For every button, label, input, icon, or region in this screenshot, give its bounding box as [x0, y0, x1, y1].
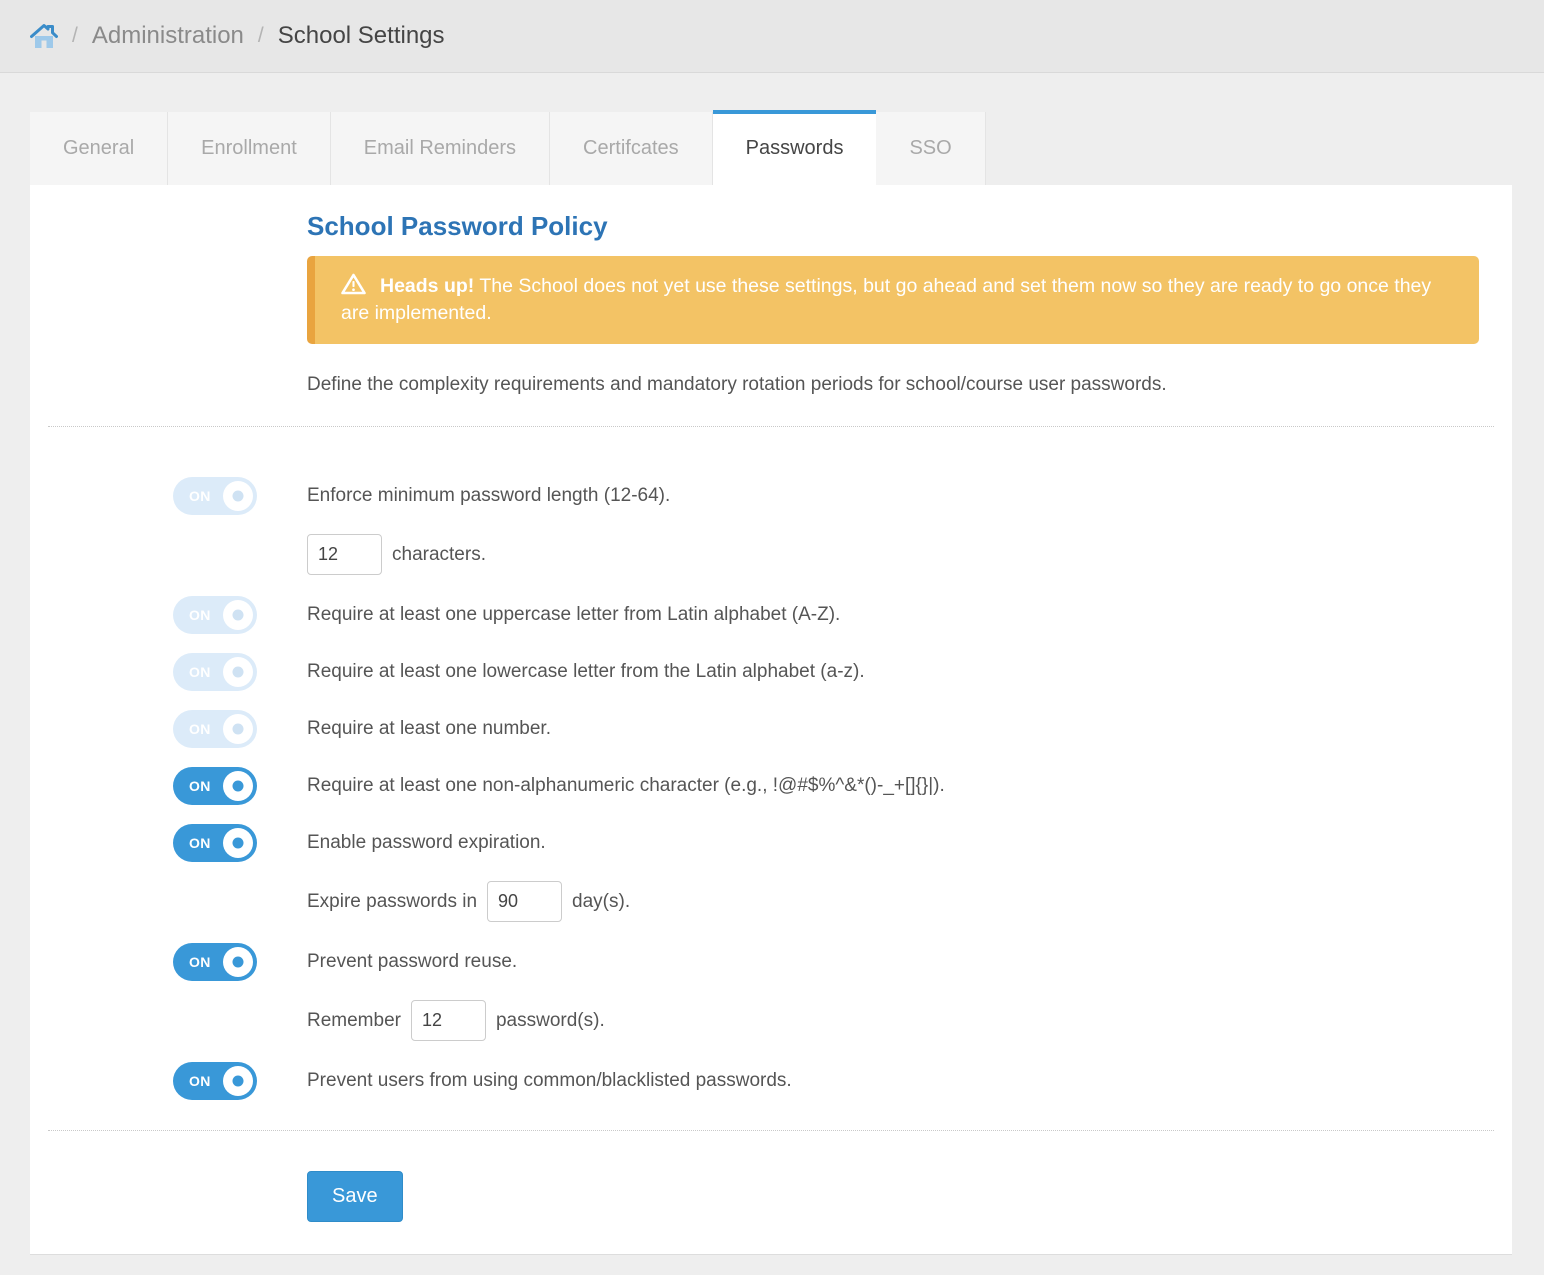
- min-length-input[interactable]: [307, 534, 382, 575]
- policy-subrow-expiration: Expire passwords in day(s).: [307, 881, 1494, 922]
- breadcrumb-administration[interactable]: Administration: [91, 22, 244, 49]
- toggle-special-char[interactable]: ON: [173, 767, 257, 805]
- toggle-number[interactable]: ON: [173, 710, 257, 748]
- toggle-on-label: ON: [189, 721, 211, 737]
- page-title: School Password Policy: [307, 211, 608, 241]
- breadcrumb-separator: /: [72, 24, 78, 47]
- toggle-knob: [223, 828, 253, 858]
- toggle-on-label: ON: [189, 954, 211, 970]
- toggle-on-label: ON: [189, 488, 211, 504]
- policy-row-uppercase: ON Require at least one uppercase letter …: [173, 596, 1494, 634]
- policy-label-number: Require at least one number.: [307, 718, 551, 739]
- toggle-on-label: ON: [189, 607, 211, 623]
- policy-row-number: ON Require at least one number.: [173, 710, 1494, 748]
- policy-row-min-length: ON Enforce minimum password length (12-64…: [173, 477, 1494, 515]
- subrow-suffix: password(s).: [495, 1009, 605, 1031]
- policy-label-expiration: Enable password expiration.: [307, 832, 546, 853]
- home-icon[interactable]: [30, 23, 58, 50]
- toggle-lowercase[interactable]: ON: [173, 653, 257, 691]
- toggle-reuse[interactable]: ON: [173, 943, 257, 981]
- toggle-uppercase[interactable]: ON: [173, 596, 257, 634]
- toggle-knob: [223, 1066, 253, 1096]
- policy-label-special-char: Require at least one non-alphanumeric ch…: [307, 775, 945, 796]
- toggle-on-label: ON: [189, 835, 211, 851]
- toggle-on-label: ON: [189, 1073, 211, 1089]
- content-wrap: General Enrollment Email Reminders Certifca…: [30, 110, 1512, 1255]
- policy-label-reuse: Prevent password reuse.: [307, 951, 518, 972]
- policy-label-min-length: Enforce minimum password length (12-64).: [307, 485, 671, 506]
- tab-passwords[interactable]: Passwords: [712, 110, 877, 185]
- settings-panel: School Password Policy Heads up! The Sch…: [30, 185, 1512, 1255]
- toggle-knob-dot: [232, 1075, 244, 1087]
- save-button[interactable]: Save: [307, 1171, 403, 1222]
- policy-row-reuse: ON Prevent password reuse.: [173, 943, 1494, 981]
- divider-top: [48, 426, 1494, 427]
- toggle-on-label: ON: [189, 778, 211, 794]
- tab-email-reminders[interactable]: Email Reminders: [330, 112, 551, 185]
- toggle-knob-dot: [232, 837, 244, 849]
- toggle-knob-dot: [232, 956, 244, 968]
- policy-subrow-min-length: characters.: [307, 534, 1494, 575]
- alert-title: Heads up!: [380, 275, 475, 297]
- breadcrumb-current-page: School Settings: [277, 22, 445, 49]
- toggle-knob-dot: [232, 609, 244, 621]
- toggle-expiration[interactable]: ON: [173, 824, 257, 862]
- policy-row-lowercase: ON Require at least one lowercase letter …: [173, 653, 1494, 691]
- warning-icon: [341, 273, 366, 300]
- toggle-knob: [223, 600, 253, 630]
- toggle-knob: [223, 657, 253, 687]
- divider-bottom: [48, 1130, 1494, 1131]
- subrow-suffix: characters.: [392, 543, 486, 565]
- expiration-input[interactable]: [487, 881, 563, 922]
- toggle-knob-dot: [232, 780, 244, 792]
- toggle-knob: [223, 771, 253, 801]
- subrow-prefix: Remember: [307, 1009, 401, 1031]
- breadcrumb-separator: /: [257, 24, 264, 47]
- tab-strip: General Enrollment Email Reminders Certifca…: [30, 110, 1512, 185]
- toggle-on-label: ON: [189, 664, 211, 680]
- toggle-knob-dot: [232, 490, 244, 502]
- subrow-prefix: Expire passwords in: [307, 890, 478, 912]
- toggle-blacklist[interactable]: ON: [173, 1062, 257, 1100]
- policy-row-special-char: ON Require at least one non-alphanumeric …: [173, 767, 1494, 805]
- subrow-suffix: day(s).: [572, 890, 631, 912]
- tab-enrollment[interactable]: Enrollment: [168, 112, 331, 185]
- policy-label-uppercase: Require at least one uppercase letter fr…: [307, 604, 841, 625]
- home-icon-svg: [30, 23, 58, 48]
- reuse-input[interactable]: [410, 1000, 486, 1041]
- page-description: Define the complexity requirements and m…: [307, 374, 1167, 395]
- policy-row-blacklist: ON Prevent users from using common/blackl…: [173, 1062, 1494, 1100]
- policy-row-expiration: ON Enable password expiration.: [173, 824, 1494, 862]
- toggle-knob: [223, 481, 253, 511]
- toggle-min-length[interactable]: ON: [173, 477, 257, 515]
- breadcrumb: / Administration / School Settings: [0, 0, 1544, 73]
- policy-rows: ON Enforce minimum password length (12-64…: [48, 477, 1494, 1100]
- toggle-knob: [223, 714, 253, 744]
- toggle-knob-dot: [232, 666, 244, 678]
- tab-certificates[interactable]: Certifcates: [550, 112, 713, 185]
- toggle-knob-dot: [232, 723, 244, 735]
- policy-label-blacklist: Prevent users from using common/blacklis…: [307, 1070, 792, 1091]
- tab-sso[interactable]: SSO: [876, 112, 986, 185]
- policy-label-lowercase: Require at least one lowercase letter fr…: [307, 661, 865, 682]
- warning-banner: Heads up! The School does not yet use th…: [307, 256, 1479, 344]
- toggle-knob: [223, 947, 253, 977]
- alert-text: The School does not yet use these settin…: [341, 275, 1432, 324]
- tab-general[interactable]: General: [30, 112, 169, 185]
- policy-subrow-reuse: Remember password(s).: [307, 1000, 1494, 1041]
